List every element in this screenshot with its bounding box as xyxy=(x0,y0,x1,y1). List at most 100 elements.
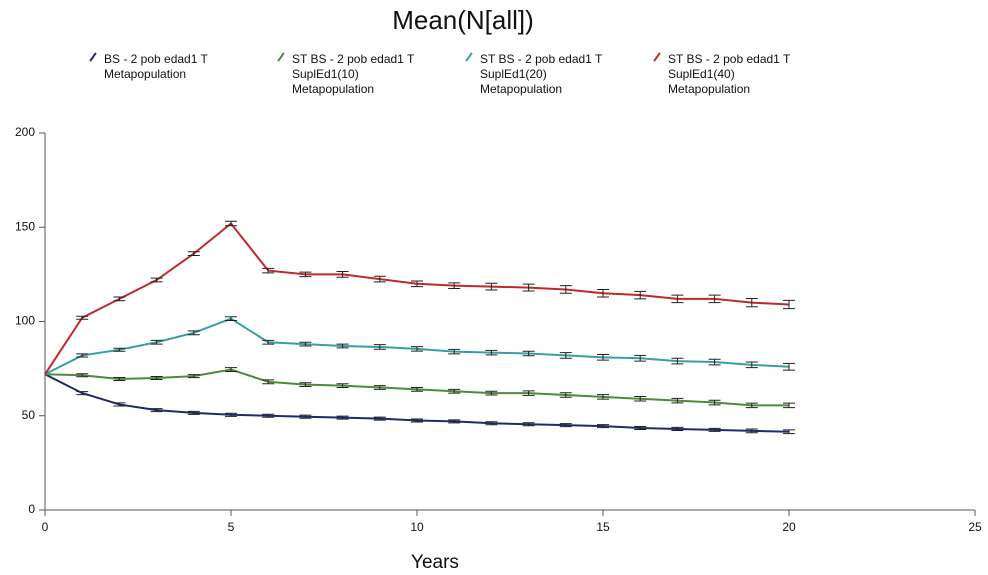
error-bar xyxy=(299,382,312,388)
error-bar xyxy=(262,339,275,345)
legend-label: ST BS - 2 pob edad1 T SuplEd1(20) Metapo… xyxy=(480,52,603,96)
error-bar xyxy=(336,271,349,278)
error-bar xyxy=(262,379,275,385)
chart-title: Mean(N[all]) xyxy=(392,5,534,35)
error-bar xyxy=(225,316,237,322)
error-bar xyxy=(783,299,795,310)
error-bar xyxy=(485,282,498,291)
x-tick-label: 20 xyxy=(782,520,796,534)
error-bar xyxy=(559,392,572,398)
error-bar xyxy=(336,415,349,420)
legend-swatch xyxy=(89,52,97,62)
error-bar xyxy=(597,394,609,400)
error-bar xyxy=(522,283,535,292)
error-bar xyxy=(411,418,423,423)
error-bar xyxy=(745,298,758,308)
x-tick-label: 25 xyxy=(968,520,982,534)
legend-entry: ST BS - 2 pob edad1 T SuplEd1(10) Metapo… xyxy=(274,52,428,97)
error-bar xyxy=(634,425,647,431)
error-bar xyxy=(411,280,423,288)
error-bar xyxy=(373,344,386,350)
error-bar xyxy=(522,422,535,427)
y-tick-label: 50 xyxy=(22,408,36,422)
error-bar xyxy=(783,402,795,409)
error-bar xyxy=(745,428,758,434)
error-bar xyxy=(671,357,684,365)
error-bar xyxy=(225,412,237,417)
x-tick-label: 5 xyxy=(228,520,235,534)
error-bar xyxy=(113,296,126,302)
error-bar xyxy=(708,358,721,366)
y-tick-label: 0 xyxy=(28,502,35,516)
error-bar xyxy=(745,402,758,409)
legend-label: BS - 2 pob edad1 T Metapopulation xyxy=(104,52,208,81)
error-bar xyxy=(485,349,498,356)
error-bar xyxy=(671,397,684,404)
error-bar xyxy=(485,421,498,426)
error-bar xyxy=(76,353,89,358)
error-bar xyxy=(448,388,461,394)
x-axis-label: Years xyxy=(411,552,459,573)
error-bar xyxy=(522,390,535,396)
x-tick-label: 0 xyxy=(42,520,49,534)
error-bar xyxy=(150,339,163,345)
error-bar xyxy=(559,285,572,294)
error-bar xyxy=(783,362,795,371)
error-bar xyxy=(336,383,349,388)
error-bar xyxy=(187,330,200,336)
error-bar xyxy=(262,413,275,418)
error-bar xyxy=(708,399,721,406)
error-bar xyxy=(597,424,609,429)
error-bar xyxy=(634,396,647,402)
error-bar xyxy=(597,288,609,298)
legend-swatch xyxy=(277,52,285,62)
error-bar xyxy=(113,347,126,352)
error-bar xyxy=(150,277,163,283)
error-bar xyxy=(411,346,423,352)
error-bar xyxy=(634,290,647,300)
error-bar xyxy=(373,416,386,421)
error-bar xyxy=(76,315,89,320)
error-bar xyxy=(150,408,163,413)
legend-swatch xyxy=(653,52,661,62)
error-bar xyxy=(299,271,312,278)
error-bar xyxy=(485,390,498,396)
error-bar xyxy=(708,427,721,432)
error-bar xyxy=(225,220,237,227)
error-bar xyxy=(373,385,386,390)
x-tick-label: 15 xyxy=(596,520,610,534)
legend-entry: ST BS - 2 pob edad1 T SuplEd1(20) Metapo… xyxy=(462,52,616,97)
legend-label: ST BS - 2 pob edad1 T SuplEd1(10) Metapo… xyxy=(292,52,415,96)
error-bar xyxy=(373,275,386,283)
error-bar xyxy=(708,294,721,304)
error-bar xyxy=(187,251,200,257)
error-bar xyxy=(187,410,200,415)
y-tick-label: 100 xyxy=(15,314,35,328)
error-bar xyxy=(150,376,163,381)
error-bar xyxy=(522,350,535,357)
error-bar xyxy=(597,353,609,361)
legend-label: ST BS - 2 pob edad1 T SuplEd1(40) Metapo… xyxy=(668,52,791,96)
error-bar xyxy=(76,373,89,378)
error-bar xyxy=(113,376,126,381)
x-tick-label: 10 xyxy=(410,520,424,534)
y-tick-label: 150 xyxy=(15,219,35,233)
error-bar xyxy=(187,374,200,379)
error-bar xyxy=(559,423,572,428)
error-bar xyxy=(76,391,89,396)
error-bar xyxy=(225,367,237,372)
error-bar xyxy=(671,426,684,431)
error-bar xyxy=(299,341,312,347)
error-bar xyxy=(745,361,758,369)
y-tick-label: 200 xyxy=(15,125,35,139)
error-bar xyxy=(671,294,684,304)
error-bar xyxy=(448,348,461,355)
error-bar xyxy=(448,419,461,424)
error-bar xyxy=(336,343,349,349)
error-bar xyxy=(634,354,647,362)
error-bar xyxy=(299,414,312,419)
error-bar xyxy=(411,386,423,392)
legend-entry: ST BS - 2 pob edad1 T SuplEd1(40) Metapo… xyxy=(650,52,804,97)
legend-swatch xyxy=(465,52,473,62)
